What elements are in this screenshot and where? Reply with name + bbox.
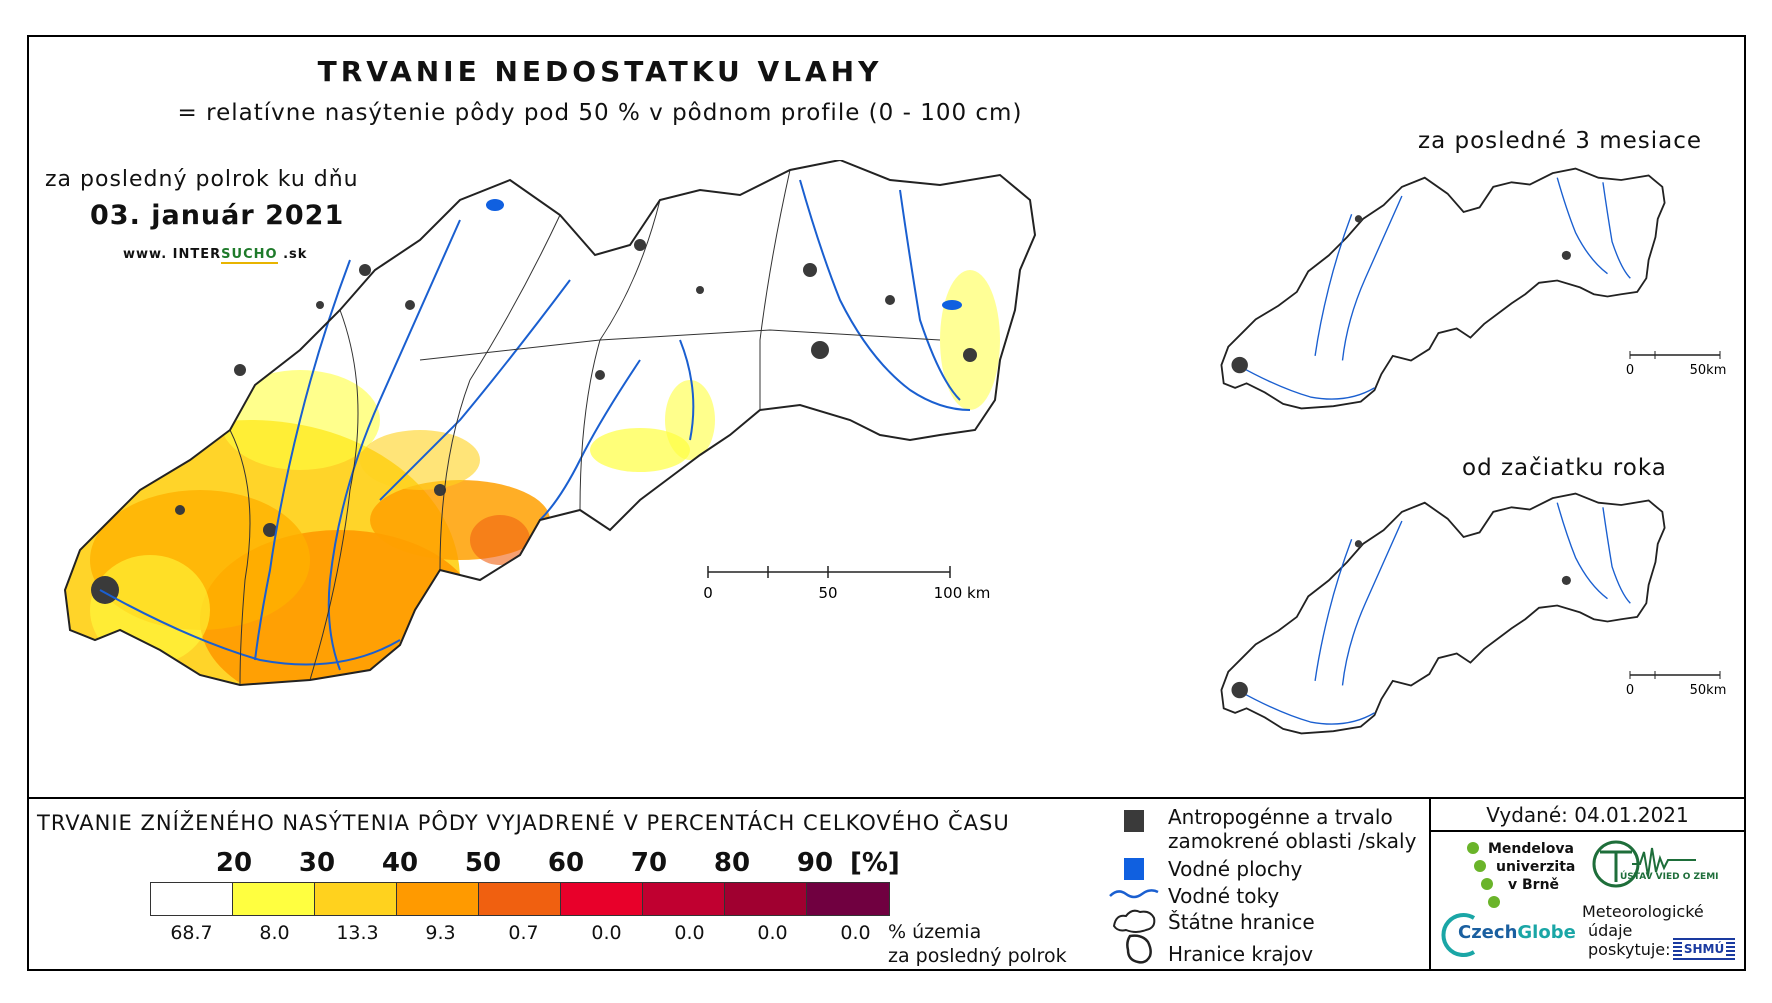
anthropogenic-label-2: zamokrené oblasti /skaly <box>1168 829 1417 853</box>
legend-swatch <box>725 883 807 915</box>
www-inter: INTER <box>172 247 222 262</box>
legend-divider <box>27 797 1746 799</box>
inset-year-start-label: od začiatku roka <box>1462 455 1667 481</box>
main-scale-mid: 50 <box>818 584 837 602</box>
legend-swatch <box>643 883 725 915</box>
czechglobe-logo-icon <box>1441 913 1476 957</box>
mendel-text-3: v Brně <box>1508 877 1560 893</box>
streams-label: Vodné toky <box>1168 884 1280 908</box>
legend-swatch <box>561 883 643 915</box>
meteo-text-2: údaje <box>1588 921 1633 940</box>
map-subtitle: = relatívne nasýtenie pôdy pod 50 % v pô… <box>177 100 1023 126</box>
issued-date: Vydané: 04.01.2021 <box>1486 803 1689 827</box>
legend-swatch <box>397 883 479 915</box>
legend-percentage: 68.7 <box>170 922 213 944</box>
water-bodies-label: Vodné plochy <box>1168 857 1303 881</box>
legend-swatch <box>315 883 397 915</box>
www-sucho: SUCHO <box>221 247 278 264</box>
www-suffix: .sk <box>283 247 308 262</box>
globe-text: Globe <box>1517 922 1576 943</box>
legend-percentage: 0.0 <box>591 922 622 944</box>
ustav-logo-icon <box>1592 840 1696 888</box>
legend-percentage: 13.3 <box>336 922 379 944</box>
pct-label-1: % územia <box>888 921 982 943</box>
inset-3m-scale-end: 50km <box>1690 363 1727 378</box>
main-map: 0 50 100 km <box>64 160 1036 686</box>
legend-percentage: 0.0 <box>757 922 788 944</box>
inset-year-start-scale: 0 50km <box>1626 671 1727 698</box>
inset-3m-scale-zero: 0 <box>1626 363 1634 378</box>
legend-swatches <box>150 882 890 916</box>
website-link[interactable]: www. INTERSUCHO .sk <box>123 247 308 264</box>
legend-tick: 50 <box>464 848 502 878</box>
rivers <box>99 179 971 671</box>
inset-map-3-months <box>1220 167 1666 410</box>
mendel-logo-icon <box>1467 842 1500 908</box>
footer-divider <box>1429 797 1431 971</box>
legend-percentage: 0.7 <box>508 922 539 944</box>
legend-unit: [%] <box>850 848 900 878</box>
main-scale-zero: 0 <box>703 584 713 602</box>
period-label: za posledný polrok ku dňu <box>45 167 359 192</box>
legend-tick: 40 <box>381 848 419 878</box>
meteo-credit: Meteorologické údaje poskytuje: <box>1582 902 1704 959</box>
legend-tick: 70 <box>630 848 668 878</box>
state-border-label: Štátne hranice <box>1168 910 1315 934</box>
inset-3-months-label: za posledné 3 mesiace <box>1418 128 1703 154</box>
stream-icon <box>1109 889 1159 899</box>
anthropogenic-label-1: Antropogénne a trvalo <box>1168 805 1393 829</box>
legend-tick: 90 <box>796 848 834 878</box>
mendel-text-2: univerzita <box>1496 859 1576 875</box>
issued-divider <box>1429 830 1746 832</box>
anthropogenic-swatch <box>1124 810 1144 832</box>
state-border-icon <box>1112 909 1156 933</box>
main-scale-bar: 0 50 100 km <box>703 566 990 602</box>
legend-percentage: 8.0 <box>259 922 290 944</box>
inset-year-scale-zero: 0 <box>1626 683 1634 698</box>
czechglobe-logo-text: CzechGlobe <box>1458 922 1576 943</box>
czech-text: Czech <box>1458 922 1518 943</box>
legend-tick: 60 <box>547 848 585 878</box>
region-border-icon <box>1126 934 1152 964</box>
inset-3-months-scale: 0 50km <box>1626 351 1727 378</box>
www-prefix: www. <box>123 247 168 262</box>
shmu-logo: SHMÚ <box>1673 938 1735 960</box>
main-scale-end: 100 km <box>934 584 991 602</box>
legend-title: TRVANIE ZNÍŽENÉHO NASÝTENIA PÔDY VYJADRE… <box>37 811 1010 835</box>
legend-ticks: 20 30 40 50 60 70 80 90 <box>212 848 932 878</box>
water-bodies-swatch <box>1124 858 1144 880</box>
legend-swatch <box>807 883 889 915</box>
anthropogenic-label: Antropogénne a trvalo zamokrené oblasti … <box>1168 805 1416 853</box>
mendel-logo-text: Mendelova univerzita v Brně <box>1488 840 1575 894</box>
map-title: TRVANIE NEDOSTATKU VLAHY <box>317 55 883 88</box>
legend-tick: 30 <box>298 848 336 878</box>
legend-tick: 20 <box>215 848 253 878</box>
inset-year-scale-end: 50km <box>1690 683 1727 698</box>
mendel-text-1: Mendelova <box>1488 841 1574 857</box>
legend-swatch <box>233 883 315 915</box>
region-borders <box>229 169 941 686</box>
meteo-text-3: poskytuje: <box>1588 940 1671 959</box>
date-label: 03. január 2021 <box>90 200 345 231</box>
legend-swatch <box>151 883 233 915</box>
percent-area-label: % územia za posledný polrok <box>888 920 1067 968</box>
legend-percentages: 68.7 8.0 13.3 9.3 0.7 0.0 0.0 0.0 0.0 <box>150 922 897 944</box>
legend-percentage: 9.3 <box>425 922 456 944</box>
region-border-label: Hranice krajov <box>1168 942 1314 966</box>
pct-label-2: za posledný polrok <box>888 945 1067 967</box>
ustav-logo-text: ÚSTAV VIED O ZEMI <box>1620 872 1719 882</box>
shmu-text: SHMÚ <box>1681 942 1727 956</box>
legend-tick: 80 <box>713 848 751 878</box>
meteo-text-1: Meteorologické <box>1582 902 1704 921</box>
legend-swatch <box>479 883 561 915</box>
water-bodies <box>486 199 962 310</box>
legend-percentage: 0.0 <box>840 922 871 944</box>
legend-percentage: 0.0 <box>674 922 705 944</box>
inset-map-year-start <box>1220 492 1666 735</box>
